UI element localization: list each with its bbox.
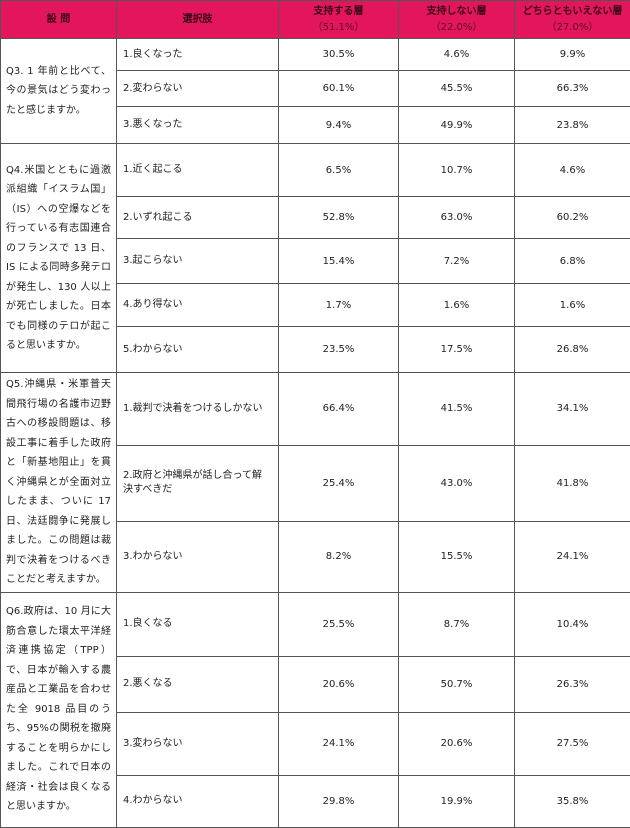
percentage-cell: 41.5% — [399, 373, 515, 446]
option-label: 1.良くなった — [117, 39, 279, 71]
percentage-cell: 27.5% — [515, 712, 630, 775]
percentage-cell: 10.4% — [515, 592, 630, 656]
percentage-cell: 20.6% — [399, 712, 515, 775]
percentage-cell: 23.8% — [515, 107, 630, 144]
percentage-cell: 19.9% — [399, 775, 515, 827]
percentage-cell: 52.8% — [279, 197, 399, 239]
percentage-cell: 1.7% — [279, 284, 399, 327]
question-text: Q3. 1 年前と比べて、今の景気はどう変わったと感じますか。 — [1, 39, 117, 144]
option-label: 2.変わらない — [117, 71, 279, 107]
option-label: 4.わからない — [117, 775, 279, 827]
header-option: 選択肢 — [117, 1, 279, 39]
option-label: 3.わからない — [117, 522, 279, 592]
group-label: 支持する層 — [285, 4, 392, 20]
question-text: Q6.政府は、10 月に大筋合意した環太平洋経済連携協定（TPP）で、日本が輸入… — [1, 592, 117, 827]
header-group-support: 支持する層（51.1%） — [279, 1, 399, 39]
percentage-cell: 8.7% — [399, 592, 515, 656]
percentage-cell: 41.8% — [515, 445, 630, 521]
percentage-cell: 1.6% — [399, 284, 515, 327]
percentage-cell: 30.5% — [279, 39, 399, 71]
percentage-cell: 20.6% — [279, 656, 399, 712]
percentage-cell: 29.8% — [279, 775, 399, 827]
header-row: 設 問 選択肢 支持する層（51.1%） 支持しない層（22.0%） どちらとも… — [1, 1, 630, 39]
group-share: （51.1%） — [285, 20, 392, 36]
percentage-cell: 66.3% — [515, 71, 630, 107]
percentage-cell: 43.0% — [399, 445, 515, 521]
percentage-cell: 15.5% — [399, 522, 515, 592]
option-label: 5.わからない — [117, 327, 279, 373]
percentage-cell: 23.5% — [279, 327, 399, 373]
group-share: （27.0%） — [521, 20, 624, 36]
option-label: 3.変わらない — [117, 712, 279, 775]
option-label: 2.いずれ起こる — [117, 197, 279, 239]
percentage-cell: 26.3% — [515, 656, 630, 712]
percentage-cell: 25.5% — [279, 592, 399, 656]
table-row: Q4.米国とともに過激派組織「イスラム国」（IS）への空爆などを行っている有志国… — [1, 144, 630, 197]
percentage-cell: 45.5% — [399, 71, 515, 107]
percentage-cell: 9.4% — [279, 107, 399, 144]
header-group-neutral: どちらともいえない層（27.0%） — [515, 1, 630, 39]
table-row: Q5.沖縄県・米軍普天間飛行場の名護市辺野古への移設問題は、移設工事に着手した政… — [1, 373, 630, 446]
question-text: Q5.沖縄県・米軍普天間飛行場の名護市辺野古への移設問題は、移設工事に着手した政… — [1, 373, 117, 593]
header-question: 設 問 — [1, 1, 117, 39]
percentage-cell: 25.4% — [279, 445, 399, 521]
option-label: 3.悪くなった — [117, 107, 279, 144]
percentage-cell: 35.8% — [515, 775, 630, 827]
percentage-cell: 24.1% — [515, 522, 630, 592]
group-label: 支持しない層 — [405, 4, 508, 20]
percentage-cell: 1.6% — [515, 284, 630, 327]
percentage-cell: 50.7% — [399, 656, 515, 712]
percentage-cell: 4.6% — [399, 39, 515, 71]
option-label: 1.良くなる — [117, 592, 279, 656]
option-label: 2.政府と沖縄県が話し合って解決すべきだ — [117, 445, 279, 521]
percentage-cell: 9.9% — [515, 39, 630, 71]
option-label: 1.裁判で決着をつけるしかない — [117, 373, 279, 446]
header-group-nonsupport: 支持しない層（22.0%） — [399, 1, 515, 39]
percentage-cell: 63.0% — [399, 197, 515, 239]
percentage-cell: 10.7% — [399, 144, 515, 197]
group-label: どちらともいえない層 — [521, 4, 624, 20]
percentage-cell: 60.1% — [279, 71, 399, 107]
percentage-cell: 60.2% — [515, 197, 630, 239]
percentage-cell: 8.2% — [279, 522, 399, 592]
group-share: （22.0%） — [405, 20, 508, 36]
option-label: 2.悪くなる — [117, 656, 279, 712]
percentage-cell: 7.2% — [399, 239, 515, 284]
option-label: 1.近く起こる — [117, 144, 279, 197]
table-row: Q6.政府は、10 月に大筋合意した環太平洋経済連携協定（TPP）で、日本が輸入… — [1, 592, 630, 656]
percentage-cell: 15.4% — [279, 239, 399, 284]
percentage-cell: 6.5% — [279, 144, 399, 197]
percentage-cell: 34.1% — [515, 373, 630, 446]
percentage-cell: 49.9% — [399, 107, 515, 144]
percentage-cell: 4.6% — [515, 144, 630, 197]
percentage-cell: 17.5% — [399, 327, 515, 373]
option-label: 3.起こらない — [117, 239, 279, 284]
question-text: Q4.米国とともに過激派組織「イスラム国」（IS）への空爆などを行っている有志国… — [1, 144, 117, 373]
percentage-cell: 24.1% — [279, 712, 399, 775]
percentage-cell: 26.8% — [515, 327, 630, 373]
percentage-cell: 66.4% — [279, 373, 399, 446]
percentage-cell: 6.8% — [515, 239, 630, 284]
option-label: 4.あり得ない — [117, 284, 279, 327]
